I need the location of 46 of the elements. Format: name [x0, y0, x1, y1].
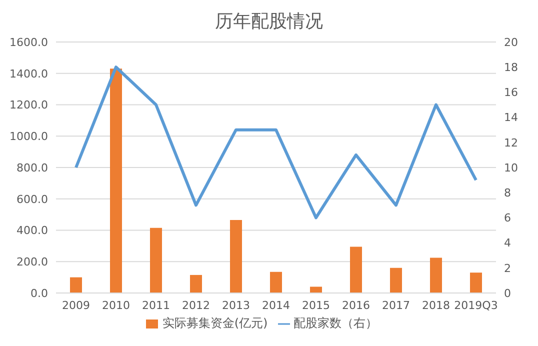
y2-tick-label: 10 — [504, 161, 518, 174]
bar — [350, 246, 362, 293]
bar — [310, 286, 322, 293]
y2-tick-label: 4 — [504, 236, 511, 250]
bar — [150, 228, 162, 293]
x-tick-label: 2015 — [302, 298, 330, 312]
bar — [230, 220, 242, 293]
y2-tick-label: 0 — [504, 286, 511, 300]
x-tick-label: 2010 — [102, 298, 130, 312]
y2-tick-label: 14 — [504, 111, 518, 124]
y-tick-label: 1000.0 — [10, 130, 48, 144]
bar — [430, 258, 442, 293]
x-tick-label: 2014 — [262, 298, 290, 312]
x-tick-label: 2009 — [62, 298, 90, 312]
y-tick-label: 200.0 — [16, 256, 48, 269]
x-tick-label: 2013 — [222, 298, 250, 312]
y2-tick-label: 2 — [504, 262, 511, 275]
x-tick-label: 2016 — [342, 298, 370, 312]
y2-tick-label: 20 — [504, 36, 518, 49]
y2-tick-label: 18 — [504, 61, 518, 74]
bar — [70, 277, 82, 293]
x-tick-label: 2019Q3 — [454, 298, 498, 312]
y-tick-label: 800.0 — [16, 161, 48, 174]
y-tick-label: 1400.0 — [10, 67, 48, 80]
x-tick-label: 2018 — [422, 298, 450, 312]
chart-title: 历年配股情况 — [214, 10, 324, 34]
y2-tick-label: 12 — [504, 136, 518, 150]
bar — [470, 272, 482, 293]
y-tick-label: 1600.0 — [10, 36, 48, 49]
bar — [110, 68, 122, 293]
bar — [270, 272, 282, 293]
y-tick-label: 1200.0 — [10, 98, 48, 112]
y-tick-label: 600.0 — [16, 192, 48, 206]
y2-tick-label: 8 — [504, 186, 511, 200]
x-tick-label: 2017 — [382, 298, 410, 312]
legend-label: 配股家数（右） — [294, 316, 378, 330]
y2-tick-label: 6 — [504, 212, 511, 225]
x-tick-label: 2012 — [182, 298, 210, 312]
y-tick-label: 400.0 — [16, 224, 48, 238]
y-tick-label: 0.0 — [30, 286, 48, 300]
bar — [190, 274, 202, 293]
x-tick-label: 2011 — [142, 298, 170, 312]
bar — [390, 268, 402, 293]
legend-label: 实际募集资金(亿元) — [162, 316, 268, 330]
line-series — [74, 66, 478, 220]
y2-tick-label: 16 — [504, 86, 518, 100]
